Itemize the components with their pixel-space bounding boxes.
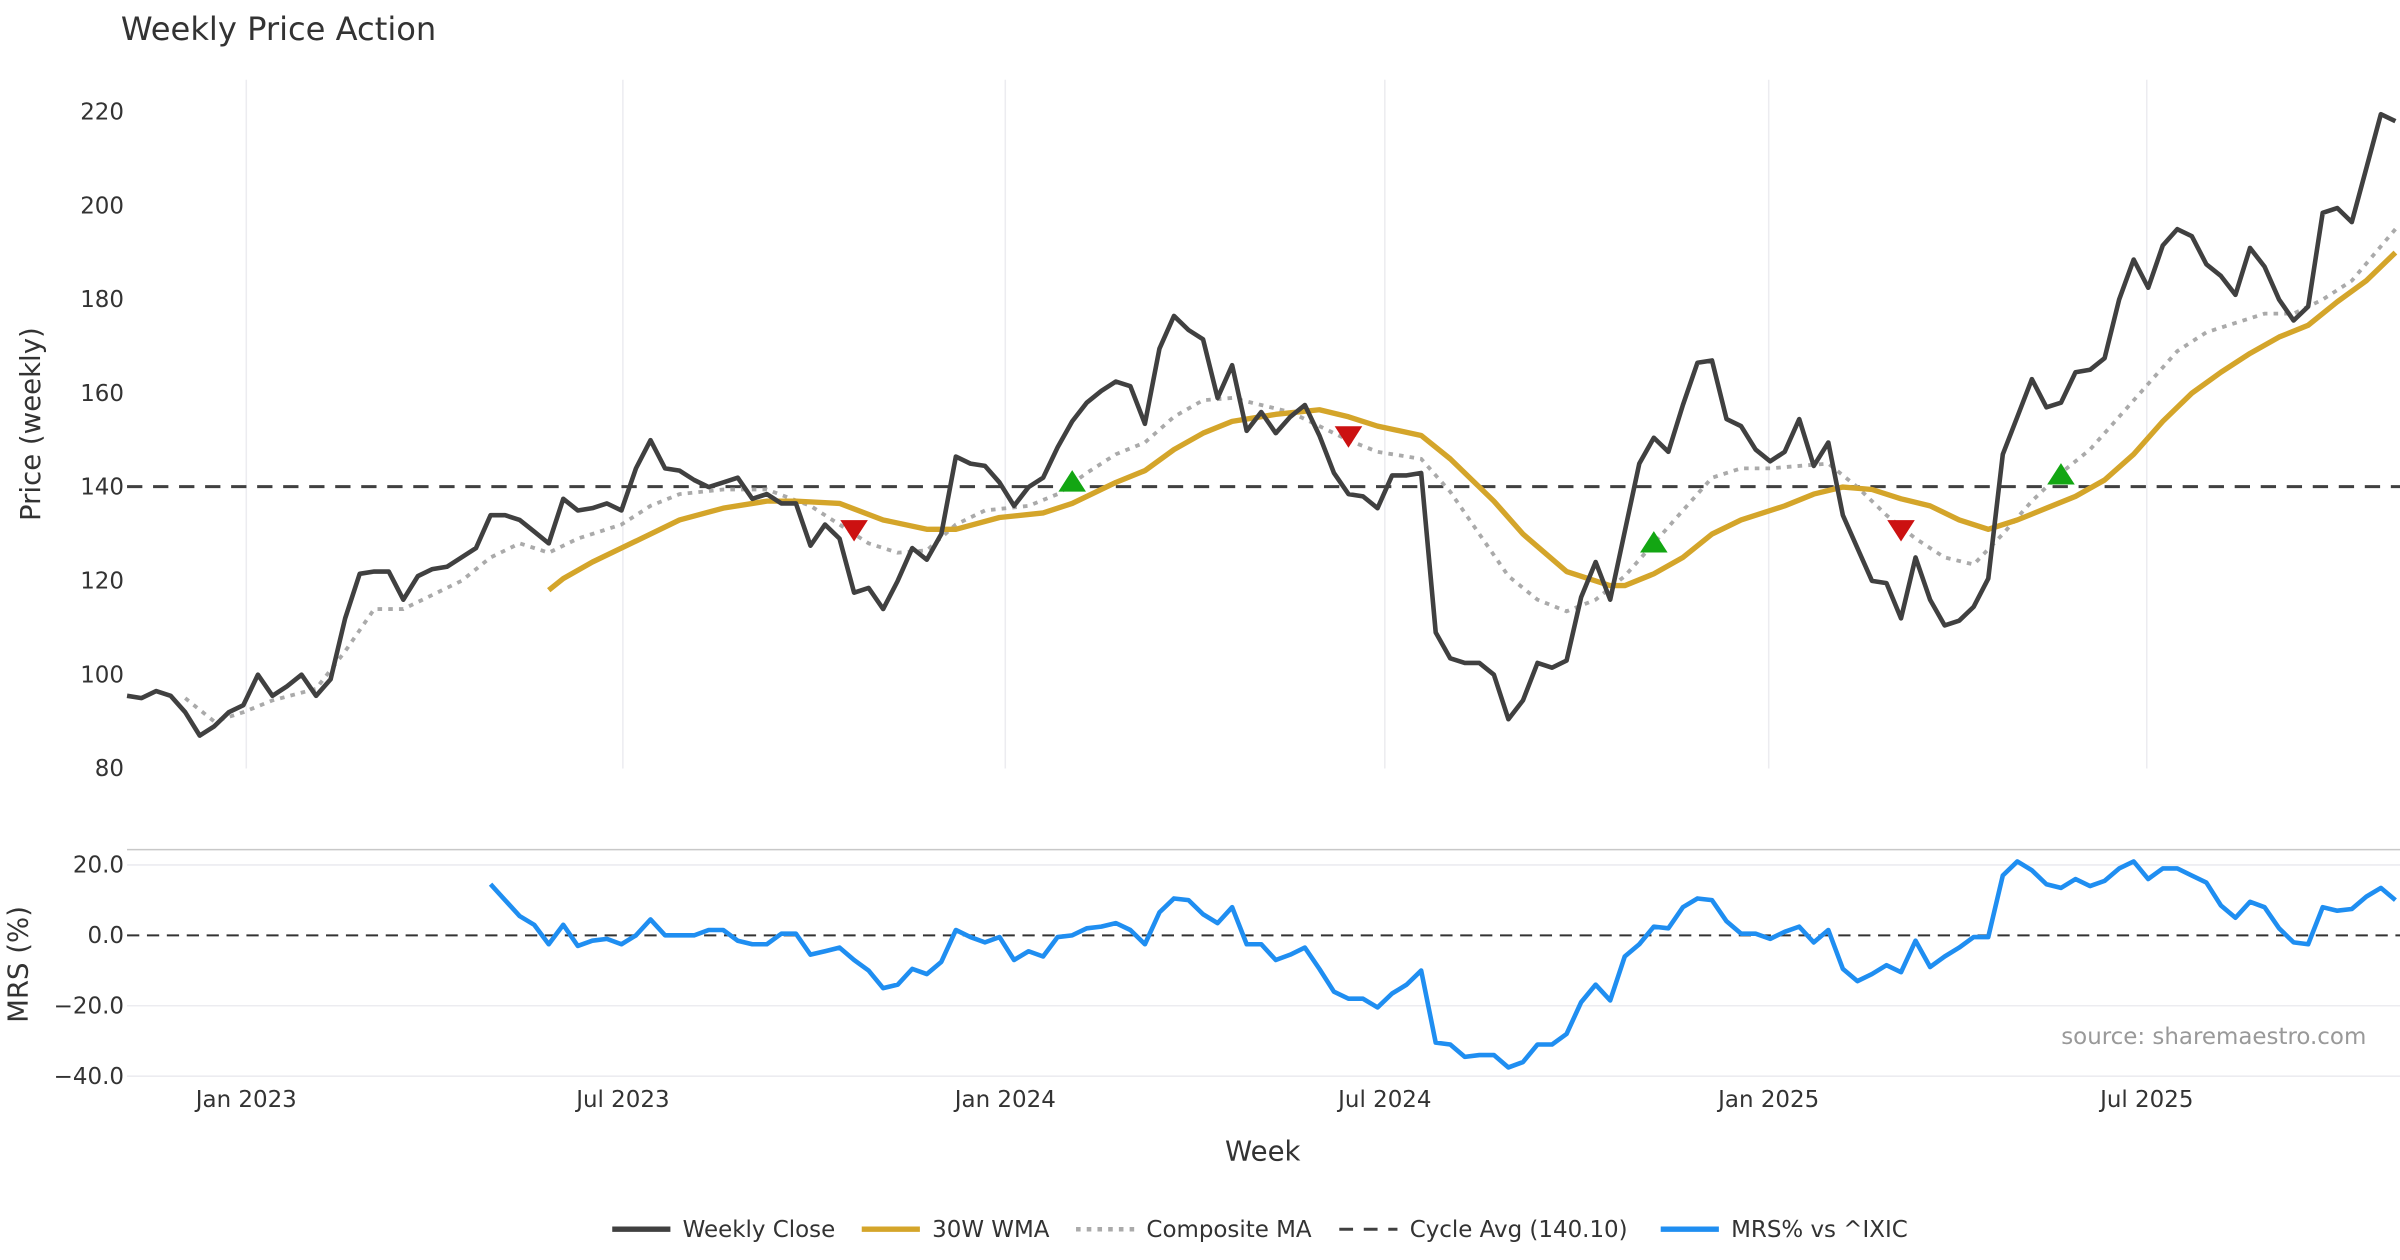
mrs-line (488, 859, 2397, 1070)
price-tick-label: 200 (80, 193, 124, 219)
legend-label: Cycle Avg (140.10) (1410, 1217, 1628, 1243)
mrs-tick-label: −40.0 (54, 1064, 124, 1090)
wma-30w-line (547, 250, 2398, 593)
x-tick-label: Jul 2025 (2098, 1087, 2193, 1113)
buy-signal-triangle-up (2047, 463, 2075, 485)
legend-label: Weekly Close (683, 1217, 836, 1243)
legend-label: Composite MA (1146, 1217, 1311, 1243)
sell-signal-triangle-down (1887, 520, 1915, 542)
series-layer (126, 111, 2400, 1070)
x-axis-label: Week (1225, 1135, 1301, 1167)
legend-label: MRS% vs ^IXIC (1731, 1217, 1908, 1243)
mrs-axis-label: MRS (%) (3, 906, 35, 1023)
y-ticks: 80 100 120 140 160 180 200 220 20.0 0.0 −20.0 −40.0 (54, 100, 124, 1090)
buy-signal-triangle-up (1058, 470, 1086, 492)
mrs-tick-label: 20.0 (73, 853, 124, 879)
x-tick-label: Jul 2024 (1336, 1087, 1431, 1113)
sell-signal-triangle-down (1334, 426, 1363, 448)
mrs-tick-label: 0.0 (87, 923, 123, 949)
weekly-close-line (126, 111, 2397, 738)
buy-signal-triangle-up (1640, 531, 1668, 553)
price-tick-label: 160 (80, 381, 124, 407)
mrs-tick-label: −20.0 (54, 993, 124, 1019)
x-tick-label: Jan 2024 (953, 1087, 1056, 1113)
price-tick-label: 120 (80, 569, 124, 595)
x-tick-label: Jul 2023 (574, 1087, 669, 1113)
signal-markers (840, 426, 2075, 553)
price-tick-label: 180 (80, 287, 124, 313)
chart-title: Weekly Price Action (121, 10, 436, 48)
x-ticks: Jan 2023 Jul 2023 Jan 2024 Jul 2024 Jan 2025… (194, 1087, 2194, 1113)
x-tick-label: Jan 2023 (194, 1087, 297, 1113)
source-label: source: sharemaestro.com (2061, 1024, 2366, 1050)
x-tick-label: Jan 2025 (1716, 1087, 1819, 1113)
price-tick-label: 220 (80, 100, 124, 126)
price-axis-label: Price (weekly) (15, 327, 47, 521)
composite-ma-line (184, 227, 2397, 724)
sell-signal-triangle-down (840, 520, 868, 542)
legend-label: 30W WMA (932, 1217, 1050, 1243)
price-tick-label: 140 (80, 475, 124, 501)
grid (127, 79, 2400, 1077)
price-tick-label: 80 (95, 756, 124, 782)
legend: Weekly Close 30W WMA Composite MA Cycle Avg… (612, 1217, 1908, 1243)
price-tick-label: 100 (80, 662, 124, 688)
